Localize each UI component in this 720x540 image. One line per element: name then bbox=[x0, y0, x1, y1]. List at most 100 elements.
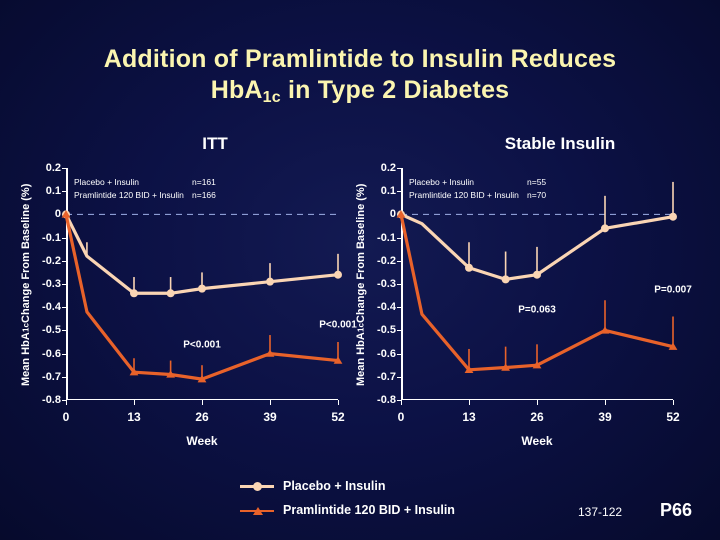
y-tick-label: 0 bbox=[389, 208, 396, 221]
inline-legend-sample-size: n=70 bbox=[527, 190, 547, 201]
x-tick-label: 13 bbox=[462, 410, 476, 424]
data-point-marker bbox=[464, 365, 474, 374]
data-point-marker bbox=[266, 277, 274, 286]
y-tick-label: -0.6 bbox=[42, 347, 61, 360]
chart-heading-stable: Stable Insulin bbox=[504, 134, 616, 153]
x-tick-mark bbox=[134, 400, 135, 405]
y-tick-label: -0.1 bbox=[42, 231, 61, 244]
y-tick-label: -0.8 bbox=[377, 394, 396, 406]
y-tick-label: -0.2 bbox=[42, 254, 61, 267]
data-point-marker bbox=[265, 349, 275, 357]
series-layer bbox=[396, 181, 678, 374]
inline-legend-row: Placebo + Insulin n=55 bbox=[409, 176, 546, 189]
data-series bbox=[61, 210, 343, 383]
y-tick-label: 0.2 bbox=[380, 162, 396, 174]
y-axis-label-text: Mean HbA bbox=[20, 332, 32, 387]
data-point-marker bbox=[333, 356, 343, 364]
y-tick-label: 0 bbox=[54, 208, 61, 221]
y-tick-mark bbox=[397, 376, 401, 378]
page-title: Addition of Pramlintide to Insulin Reduc… bbox=[0, 44, 720, 106]
inline-legend-row: Placebo + Insulin n=161 bbox=[74, 176, 216, 189]
p-value-annotation: P=0.007 bbox=[654, 284, 692, 296]
y-axis-label: Mean HbA 1c Change From Baseline (%) bbox=[18, 160, 34, 410]
y-tick-mark bbox=[62, 376, 66, 378]
y-tick-label: 0.2 bbox=[45, 162, 61, 174]
y-tick-mark bbox=[397, 237, 401, 239]
data-point-marker bbox=[197, 374, 207, 383]
x-axis-label: Week bbox=[186, 434, 218, 448]
data-point-marker bbox=[334, 270, 342, 279]
x-tick-label: 0 bbox=[397, 410, 405, 424]
title-subscript: 1c bbox=[262, 88, 281, 106]
inline-legend-sample-size: n=161 bbox=[192, 177, 216, 187]
y-tick-mark bbox=[62, 353, 66, 355]
data-series bbox=[396, 210, 678, 374]
data-point-marker bbox=[532, 361, 542, 369]
y-tick-label: -0.4 bbox=[377, 301, 396, 314]
inline-legend-row: Pramlintide 120 BID + Insulin n=70 bbox=[409, 189, 546, 202]
y-tick-label: -0.5 bbox=[42, 324, 61, 337]
y-tick-label: -0.5 bbox=[377, 324, 396, 337]
legend-item: Placebo + Insulin bbox=[240, 474, 455, 498]
y-axis-label-text-2: Change From Baseline (%) bbox=[20, 183, 32, 324]
inline-series-legend: Placebo + Insulin n=55 Pramlintide 120 BID… bbox=[409, 176, 546, 202]
chart-heading-itt: ITT bbox=[202, 134, 228, 153]
legend-item: Pramlintide 120 BID + Insulin bbox=[240, 498, 455, 522]
data-point-marker bbox=[600, 326, 610, 334]
data-point-marker bbox=[61, 210, 71, 218]
y-tick-mark bbox=[397, 284, 401, 285]
y-axis-label-text: Mean HbA bbox=[355, 332, 367, 387]
inline-legend-sample-size: n=166 bbox=[192, 190, 216, 201]
y-tick-label: -0.1 bbox=[377, 231, 396, 244]
y-tick-label: -0.3 bbox=[377, 278, 396, 290]
x-tick-label: 26 bbox=[195, 410, 209, 424]
inline-legend-series-name: Pramlintide 120 BID + Insulin bbox=[74, 190, 184, 201]
x-tick-mark bbox=[673, 400, 674, 405]
data-point-marker bbox=[130, 289, 138, 298]
x-tick-label: 0 bbox=[62, 410, 70, 424]
x-tick-mark bbox=[605, 400, 606, 405]
y-tick-label: -0.6 bbox=[377, 347, 396, 360]
inline-legend-series-name: Pramlintide 120 BID + Insulin bbox=[409, 190, 519, 201]
title-line-2: HbA1c in Type 2 Diabetes bbox=[210, 75, 510, 106]
data-series bbox=[397, 181, 677, 284]
y-tick-mark bbox=[397, 191, 401, 193]
data-point-marker bbox=[668, 342, 678, 350]
data-point-marker bbox=[396, 210, 406, 218]
chart-stable: Mean HbA 1c Change From Baseline (%) 0.2 0.… bbox=[355, 160, 692, 448]
x-axis-label: Week bbox=[521, 434, 553, 448]
y-axis bbox=[401, 168, 403, 400]
y-tick-label: -0.8 bbox=[42, 394, 61, 406]
x-tick-mark bbox=[66, 400, 67, 405]
y-tick-mark bbox=[62, 168, 66, 169]
y-tick-mark bbox=[62, 330, 66, 332]
plot-area: 0.2 0.1 0 -0.1 -0.2 -0.3 -0.4 -0.5 -0.6 -0.7 -0.8 0… bbox=[42, 162, 357, 448]
y-axis-label-subscript: 1c bbox=[21, 323, 31, 333]
title-line-1: Addition of Pramlintide to Insulin Reduc… bbox=[103, 45, 617, 73]
p-value-annotation: P<0.001 bbox=[319, 319, 357, 331]
y-tick-label: -0.7 bbox=[377, 370, 396, 383]
data-point-marker bbox=[601, 224, 609, 233]
x-tick-mark bbox=[401, 400, 402, 405]
y-tick-mark bbox=[397, 330, 401, 332]
x-tick-label: 39 bbox=[263, 410, 277, 424]
y-axis bbox=[66, 168, 68, 400]
legend-item-label: Pramlintide 120 BID + Insulin bbox=[283, 503, 455, 518]
x-axis bbox=[401, 398, 673, 400]
data-point-marker bbox=[533, 270, 541, 279]
y-axis-label: Mean HbA 1c Change From Baseline (%) bbox=[353, 160, 369, 410]
inline-legend-series-name: Placebo + Insulin bbox=[74, 177, 139, 187]
y-tick-mark bbox=[62, 284, 66, 285]
data-point-marker bbox=[129, 367, 139, 376]
chart-itt: Mean HbA 1c Change From Baseline (%) 0.2 0.… bbox=[20, 160, 357, 448]
p-value-annotation: P<0.001 bbox=[183, 339, 221, 351]
y-tick-label: -0.3 bbox=[42, 278, 61, 290]
data-point-marker bbox=[501, 363, 511, 371]
y-tick-mark bbox=[397, 307, 401, 309]
y-tick-mark bbox=[397, 400, 401, 401]
footer-code: 137-122 bbox=[578, 505, 623, 519]
y-tick-mark bbox=[62, 307, 66, 309]
y-tick-mark bbox=[62, 260, 66, 262]
data-point-marker bbox=[198, 284, 206, 293]
